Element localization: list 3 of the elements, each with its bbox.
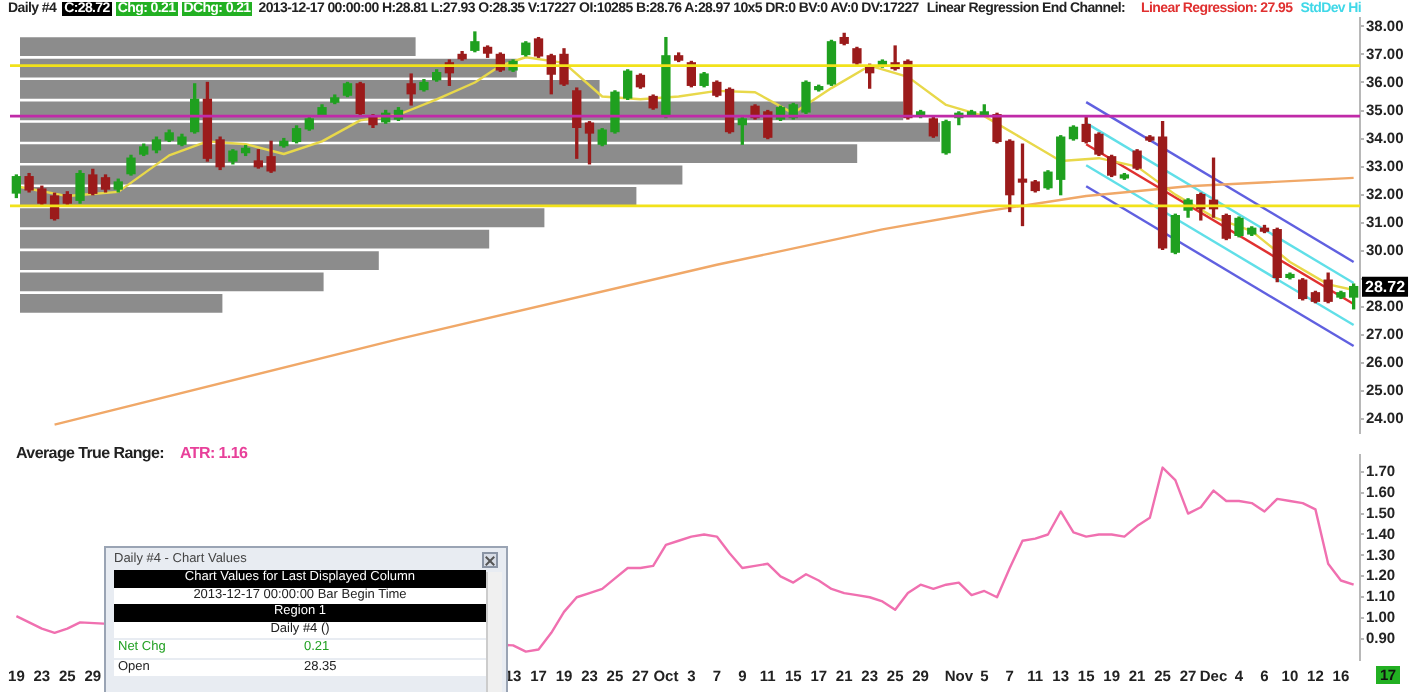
annotation: 28.72 — [1365, 278, 1407, 297]
annotation: ATR: 1.16 — [178, 444, 250, 462]
chart-title: Average True Range: — [14, 444, 167, 462]
